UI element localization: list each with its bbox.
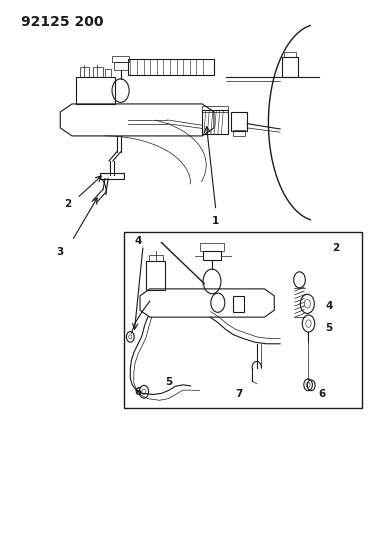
Bar <box>146 261 165 290</box>
Bar <box>231 112 247 131</box>
Text: 5: 5 <box>166 377 173 387</box>
Text: 4: 4 <box>325 302 332 311</box>
Bar <box>284 52 296 57</box>
Bar <box>105 69 111 77</box>
Text: 6: 6 <box>135 387 142 397</box>
Bar <box>128 59 214 75</box>
Bar <box>202 106 228 112</box>
Bar <box>233 296 244 312</box>
Bar <box>93 67 103 77</box>
Bar <box>233 130 245 136</box>
Text: 7: 7 <box>236 390 243 399</box>
Bar <box>76 77 115 104</box>
Bar <box>282 57 298 77</box>
Text: 6: 6 <box>319 390 326 399</box>
Text: 1: 1 <box>212 216 219 226</box>
Bar <box>124 232 362 408</box>
Bar <box>100 173 124 179</box>
Bar <box>202 110 228 134</box>
Bar <box>114 62 128 70</box>
Bar <box>203 251 221 260</box>
Text: 2: 2 <box>65 199 72 209</box>
Text: 4: 4 <box>135 236 142 246</box>
Text: 2: 2 <box>332 243 339 253</box>
Text: 5: 5 <box>325 323 332 333</box>
Text: 3: 3 <box>57 247 64 257</box>
Bar <box>149 255 163 261</box>
Bar <box>80 67 89 77</box>
Bar <box>112 56 129 62</box>
Bar <box>200 243 224 251</box>
Text: 92125 200: 92125 200 <box>21 15 104 29</box>
